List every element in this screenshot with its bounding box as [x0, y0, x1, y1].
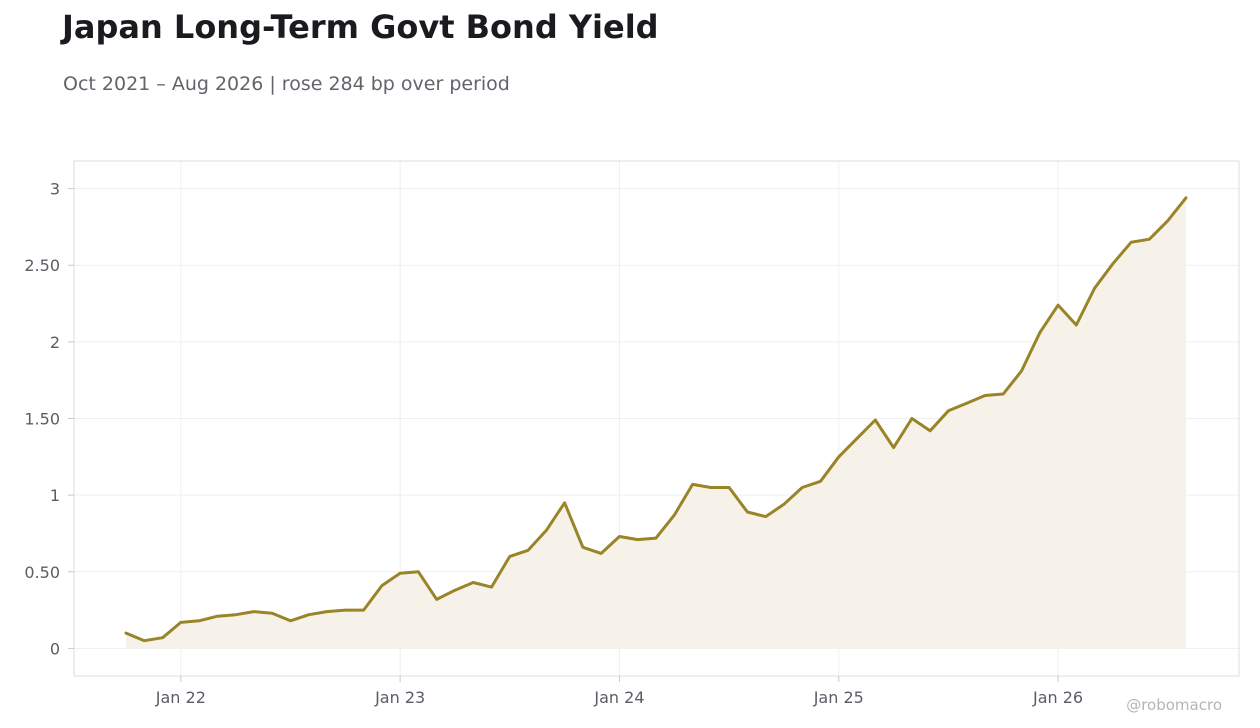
- y-tick-label: 2.50: [24, 256, 60, 275]
- x-tick-label: Jan 23: [374, 688, 425, 707]
- yield-area-fill: [126, 197, 1186, 649]
- y-tick-label: 1.50: [24, 410, 60, 429]
- chart-subtitle: Oct 2021 – Aug 2026 | rose 284 bp over p…: [63, 73, 510, 95]
- x-tick-label: Jan 24: [593, 688, 644, 707]
- y-tick-label: 2: [50, 333, 60, 352]
- yield-series-line: [124, 196, 1188, 643]
- y-tick-label: 3: [50, 180, 60, 199]
- y-tick-label: 1: [50, 486, 60, 505]
- x-axis: Jan 22 Jan 23 Jan 24 Jan 25 Jan 26: [155, 676, 1083, 707]
- y-tick-label: 0: [50, 639, 60, 658]
- y-tick-label: 0.50: [24, 563, 60, 582]
- x-tick-label: Jan 22: [155, 688, 206, 707]
- x-tick-label: Jan 26: [1032, 688, 1083, 707]
- watermark: @robomacro: [1126, 696, 1222, 714]
- x-tick-label: Jan 25: [813, 688, 864, 707]
- chart-title: Japan Long-Term Govt Bond Yield: [62, 8, 659, 46]
- y-axis: 0 0.50 1 1.50 2 2.50 3: [24, 180, 74, 658]
